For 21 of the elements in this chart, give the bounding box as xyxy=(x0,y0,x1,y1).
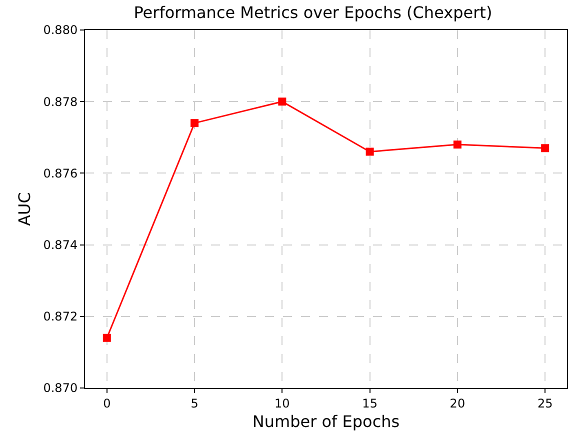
x-tick-label: 20 xyxy=(450,396,466,410)
point xyxy=(541,144,550,152)
x-tick-label: 15 xyxy=(362,396,378,410)
y-tick-label: 0.880 xyxy=(43,23,78,38)
x-tick-label: 10 xyxy=(274,396,290,410)
point xyxy=(278,98,286,106)
x-tick-label: 0 xyxy=(103,396,111,410)
x-axis-title: Number of Epochs xyxy=(252,412,400,432)
x-tick-label: 25 xyxy=(537,396,553,410)
point xyxy=(102,334,111,342)
y-tick-label: 0.876 xyxy=(43,166,78,180)
point xyxy=(366,148,374,156)
chart-title: Performance Metrics over Epochs (Chexpert) xyxy=(134,2,492,22)
y-tick-label: 0.870 xyxy=(43,381,78,396)
y-tick-label: 0.874 xyxy=(43,238,78,252)
point xyxy=(453,140,462,149)
y-axis-title: AUC xyxy=(15,192,34,226)
y-tick-label: 0.872 xyxy=(43,310,78,324)
y-tick-label: 0.878 xyxy=(43,94,78,109)
point xyxy=(190,119,199,128)
x-tick-label: 5 xyxy=(190,396,198,410)
